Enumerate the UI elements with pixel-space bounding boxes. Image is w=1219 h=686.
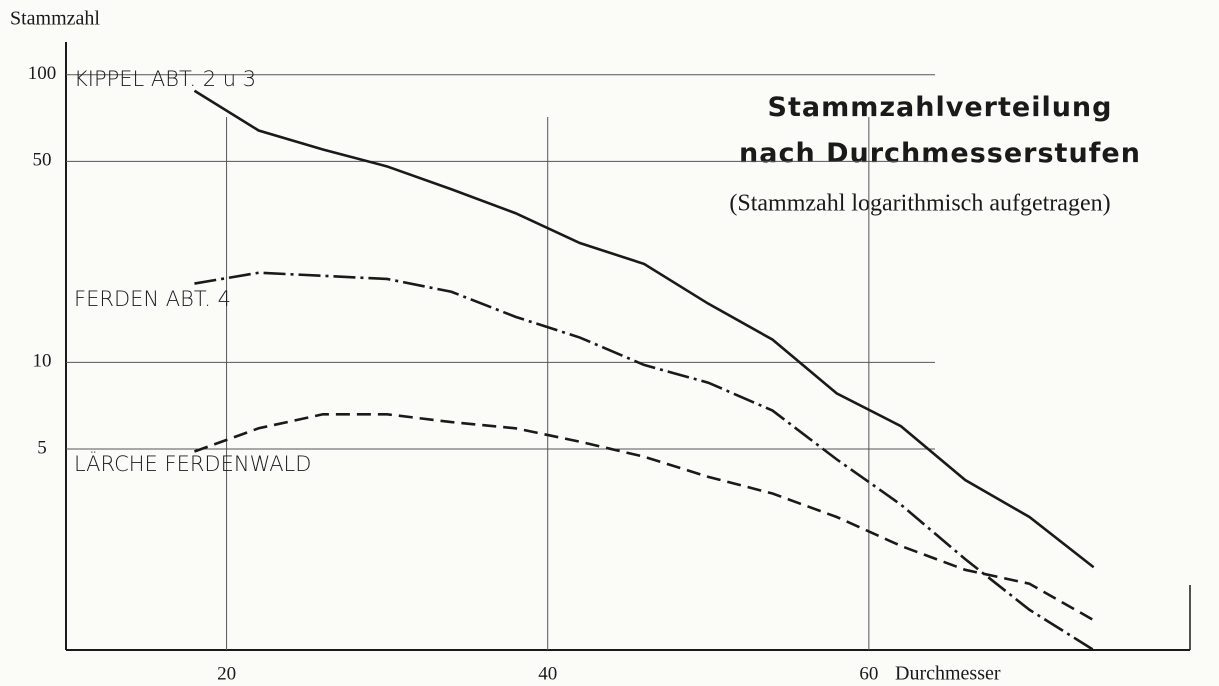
title-line: Stammzahlverteilung <box>768 92 1113 123</box>
y-axis-label: Stammzahl <box>10 8 100 30</box>
line-series <box>194 271 1095 652</box>
x-tick-label: 40 <box>538 663 557 684</box>
x-tick-label: 20 <box>217 663 236 684</box>
series-label: FERDEN ABT. 4 <box>74 287 231 311</box>
y-tick-label: 100 <box>28 63 57 84</box>
x-axis-label: Durchmesser <box>895 663 1001 685</box>
y-tick-label: 10 <box>33 351 52 372</box>
y-tick-label: 5 <box>37 437 47 458</box>
line-series <box>193 89 1095 569</box>
series-label: KIPPEL ABT. 2 u 3 <box>74 67 256 91</box>
line-series <box>194 412 1095 622</box>
chart-title: Stammzahlverteilung nach Durchmesserstufe… <box>739 92 1141 169</box>
series-label: LÄRCHE FERDENWALD <box>74 450 311 476</box>
chart-subtitle: (Stammzahl logarithmisch aufgetragen) <box>729 191 1110 217</box>
x-tick-label: 60 <box>859 663 878 684</box>
title-line: nach Durchmesserstufen <box>739 138 1141 169</box>
y-tick-label: 50 <box>33 150 52 171</box>
